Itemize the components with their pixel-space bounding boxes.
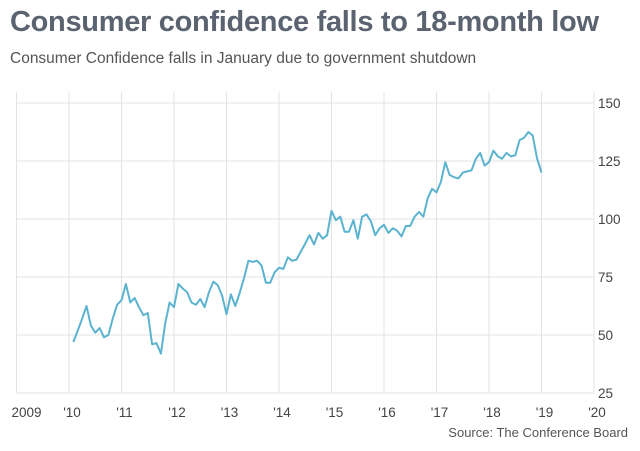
x-tick-label: '17 [431, 405, 449, 420]
x-axis-ticks: 2009 '10 '11 '12 '13 '14 '15 '16 '17 '18 '19 '20 [11, 405, 605, 420]
x-tick-label: '14 [273, 405, 291, 420]
chart-subtitle: Consumer Confidence falls in January due… [10, 50, 477, 67]
y-axis-ticks: 25 50 75 100 125 150 [598, 96, 621, 401]
y-tick-label: 75 [598, 270, 613, 285]
y-tick-label: 150 [598, 96, 621, 111]
y-tick-label: 100 [598, 212, 621, 227]
x-tick-label: '10 [63, 405, 81, 420]
y-tick-label: 50 [598, 328, 613, 343]
x-tick-label: '16 [378, 405, 396, 420]
series-line-consumer-confidence [72, 131, 543, 355]
y-tick-label: 125 [598, 154, 621, 169]
chart-title: Consumer confidence falls to 18-month lo… [10, 6, 599, 38]
y-tick-label: 25 [598, 386, 613, 401]
x-tick-label: '18 [483, 405, 501, 420]
source-note: Source: The Conference Board [448, 425, 628, 440]
x-tick-label: '11 [116, 405, 133, 420]
x-tick-label: '19 [536, 405, 554, 420]
x-tick-label: '12 [168, 405, 186, 420]
gridlines [16, 92, 595, 394]
x-tick-label: '13 [221, 405, 239, 420]
x-tick-label: '15 [326, 405, 344, 420]
x-tick-label: 2009 [11, 405, 41, 420]
x-tick-label: '20 [588, 405, 606, 420]
